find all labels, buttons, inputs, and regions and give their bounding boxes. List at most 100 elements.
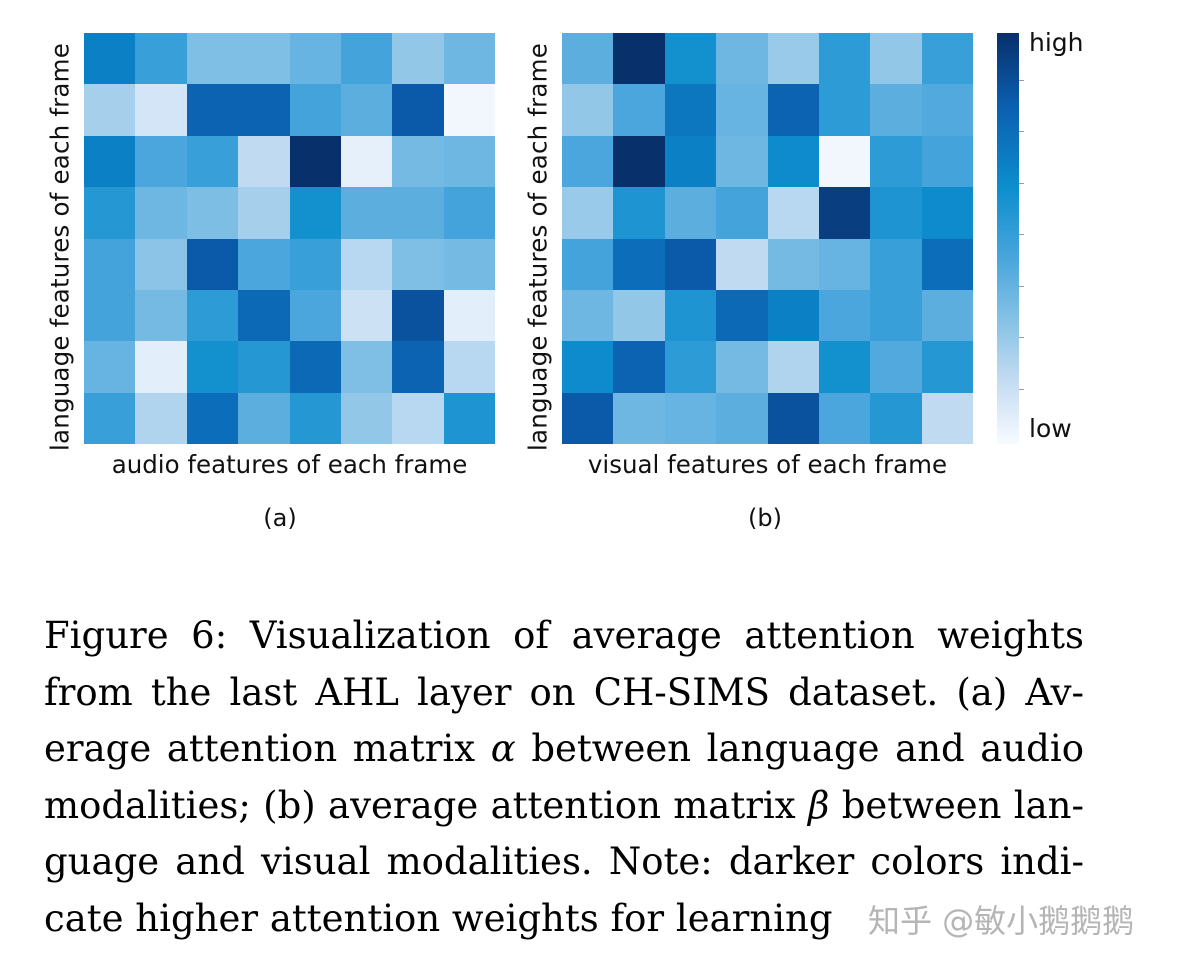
heatmap-cell bbox=[340, 33, 393, 85]
panel-label-b: (b) bbox=[748, 504, 782, 532]
heatmap-cell bbox=[392, 392, 444, 444]
heatmap-cell bbox=[340, 135, 393, 188]
colorbar bbox=[997, 33, 1019, 444]
heatmap-cell bbox=[921, 238, 973, 290]
heatmap-cell bbox=[716, 33, 768, 85]
heatmap-cell bbox=[664, 187, 717, 239]
heatmap-cell bbox=[921, 341, 973, 393]
heatmap-cell bbox=[613, 187, 665, 239]
heatmap-b-ylabel: language features of each frame bbox=[523, 43, 553, 451]
heatmap-cell bbox=[921, 135, 973, 188]
colorbar-tick bbox=[1019, 234, 1024, 235]
heatmap-cell bbox=[870, 135, 922, 188]
heatmap-cell bbox=[186, 187, 239, 239]
heatmap-cell bbox=[716, 392, 768, 444]
heatmap-cell bbox=[238, 238, 290, 290]
heatmap-cell bbox=[767, 238, 819, 290]
heatmap-cell bbox=[84, 238, 136, 290]
heatmap-a-ylabel: language features of each frame bbox=[45, 43, 75, 451]
heatmap-cell bbox=[613, 84, 665, 136]
heatmap-cell bbox=[613, 135, 665, 188]
heatmap-cell bbox=[562, 33, 614, 85]
heatmap-cell bbox=[340, 392, 393, 444]
heatmap-cell bbox=[613, 238, 665, 290]
heatmap-cell bbox=[767, 84, 819, 136]
heatmap-cell bbox=[562, 84, 614, 136]
heatmap-cell bbox=[238, 392, 290, 444]
heatmap-cell bbox=[186, 135, 239, 188]
heatmap-cell bbox=[84, 33, 136, 85]
heatmap-b bbox=[562, 33, 973, 444]
heatmap-cell bbox=[767, 341, 819, 393]
heatmap-cell bbox=[664, 84, 717, 136]
heatmap-cell bbox=[870, 33, 922, 85]
heatmap-cell bbox=[767, 135, 819, 188]
heatmap-cell bbox=[84, 341, 136, 393]
heatmap-cell bbox=[289, 187, 341, 239]
heatmap-cell bbox=[664, 33, 717, 85]
heatmap-cell bbox=[392, 33, 444, 85]
heatmap-cell bbox=[289, 238, 341, 290]
heatmap-cell bbox=[289, 84, 341, 136]
heatmap-cell bbox=[84, 187, 136, 239]
heatmap-cell bbox=[84, 289, 136, 342]
heatmap-cell bbox=[664, 341, 717, 393]
heatmap-cell bbox=[562, 289, 614, 342]
heatmap-cell bbox=[135, 392, 187, 444]
heatmap-cell bbox=[289, 341, 341, 393]
colorbar-high-label: high bbox=[1029, 28, 1084, 57]
heatmap-cell bbox=[443, 341, 495, 393]
heatmap-cell bbox=[186, 392, 239, 444]
heatmap-cell bbox=[818, 392, 871, 444]
heatmap-cell bbox=[921, 33, 973, 85]
heatmap-cell bbox=[238, 187, 290, 239]
colorbar-tick bbox=[1019, 389, 1024, 390]
heatmap-cell bbox=[818, 84, 871, 136]
panel-label-a: (a) bbox=[263, 504, 297, 532]
colorbar-low-label: low bbox=[1029, 414, 1072, 443]
heatmap-cell bbox=[238, 33, 290, 85]
heatmap-cell bbox=[84, 84, 136, 136]
heatmap-cell bbox=[870, 84, 922, 136]
heatmap-cell bbox=[613, 341, 665, 393]
heatmap-cell bbox=[921, 84, 973, 136]
heatmap-a bbox=[84, 33, 495, 444]
heatmap-cell bbox=[238, 341, 290, 393]
caption-text: modalities; (b) average attention matrix bbox=[44, 783, 808, 827]
caption-line: erage attention matrix α between languag… bbox=[44, 721, 1084, 778]
heatmap-cell bbox=[613, 289, 665, 342]
heatmap-cell bbox=[135, 135, 187, 188]
heatmap-cell bbox=[613, 392, 665, 444]
heatmap-cell bbox=[289, 392, 341, 444]
heatmap-cell bbox=[562, 392, 614, 444]
caption-line: cate higher attention weights for learni… bbox=[44, 896, 833, 940]
heatmap-cell bbox=[767, 33, 819, 85]
heatmap-cell bbox=[443, 238, 495, 290]
heatmap-cell bbox=[664, 392, 717, 444]
heatmap-cell bbox=[186, 84, 239, 136]
heatmap-cell bbox=[921, 392, 973, 444]
heatmap-cell bbox=[818, 341, 871, 393]
heatmap-a-xlabel: audio features of each frame bbox=[111, 450, 468, 479]
heatmap-cell bbox=[392, 238, 444, 290]
heatmap-cell bbox=[186, 33, 239, 85]
colorbar-tick bbox=[1019, 183, 1024, 184]
heatmap-cell bbox=[84, 135, 136, 188]
heatmap-cell bbox=[443, 33, 495, 85]
heatmap-cell bbox=[340, 84, 393, 136]
heatmap-cell bbox=[392, 187, 444, 239]
heatmap-cell bbox=[870, 238, 922, 290]
heatmap-cell bbox=[443, 392, 495, 444]
caption-text: between language and audio bbox=[515, 727, 1084, 770]
caption-line: modalities; (b) average attention matrix… bbox=[44, 778, 1084, 835]
heatmap-cell bbox=[289, 135, 341, 188]
heatmap-cell bbox=[921, 187, 973, 239]
heatmap-cell bbox=[716, 238, 768, 290]
heatmap-cell bbox=[340, 341, 393, 393]
caption-text: between lan- bbox=[829, 783, 1084, 827]
heatmap-cell bbox=[186, 289, 239, 342]
heatmap-cell bbox=[716, 289, 768, 342]
caption-line: guage and visual modalities. Note: darke… bbox=[44, 840, 1084, 883]
heatmap-cell bbox=[716, 84, 768, 136]
heatmap-cell bbox=[392, 135, 444, 188]
